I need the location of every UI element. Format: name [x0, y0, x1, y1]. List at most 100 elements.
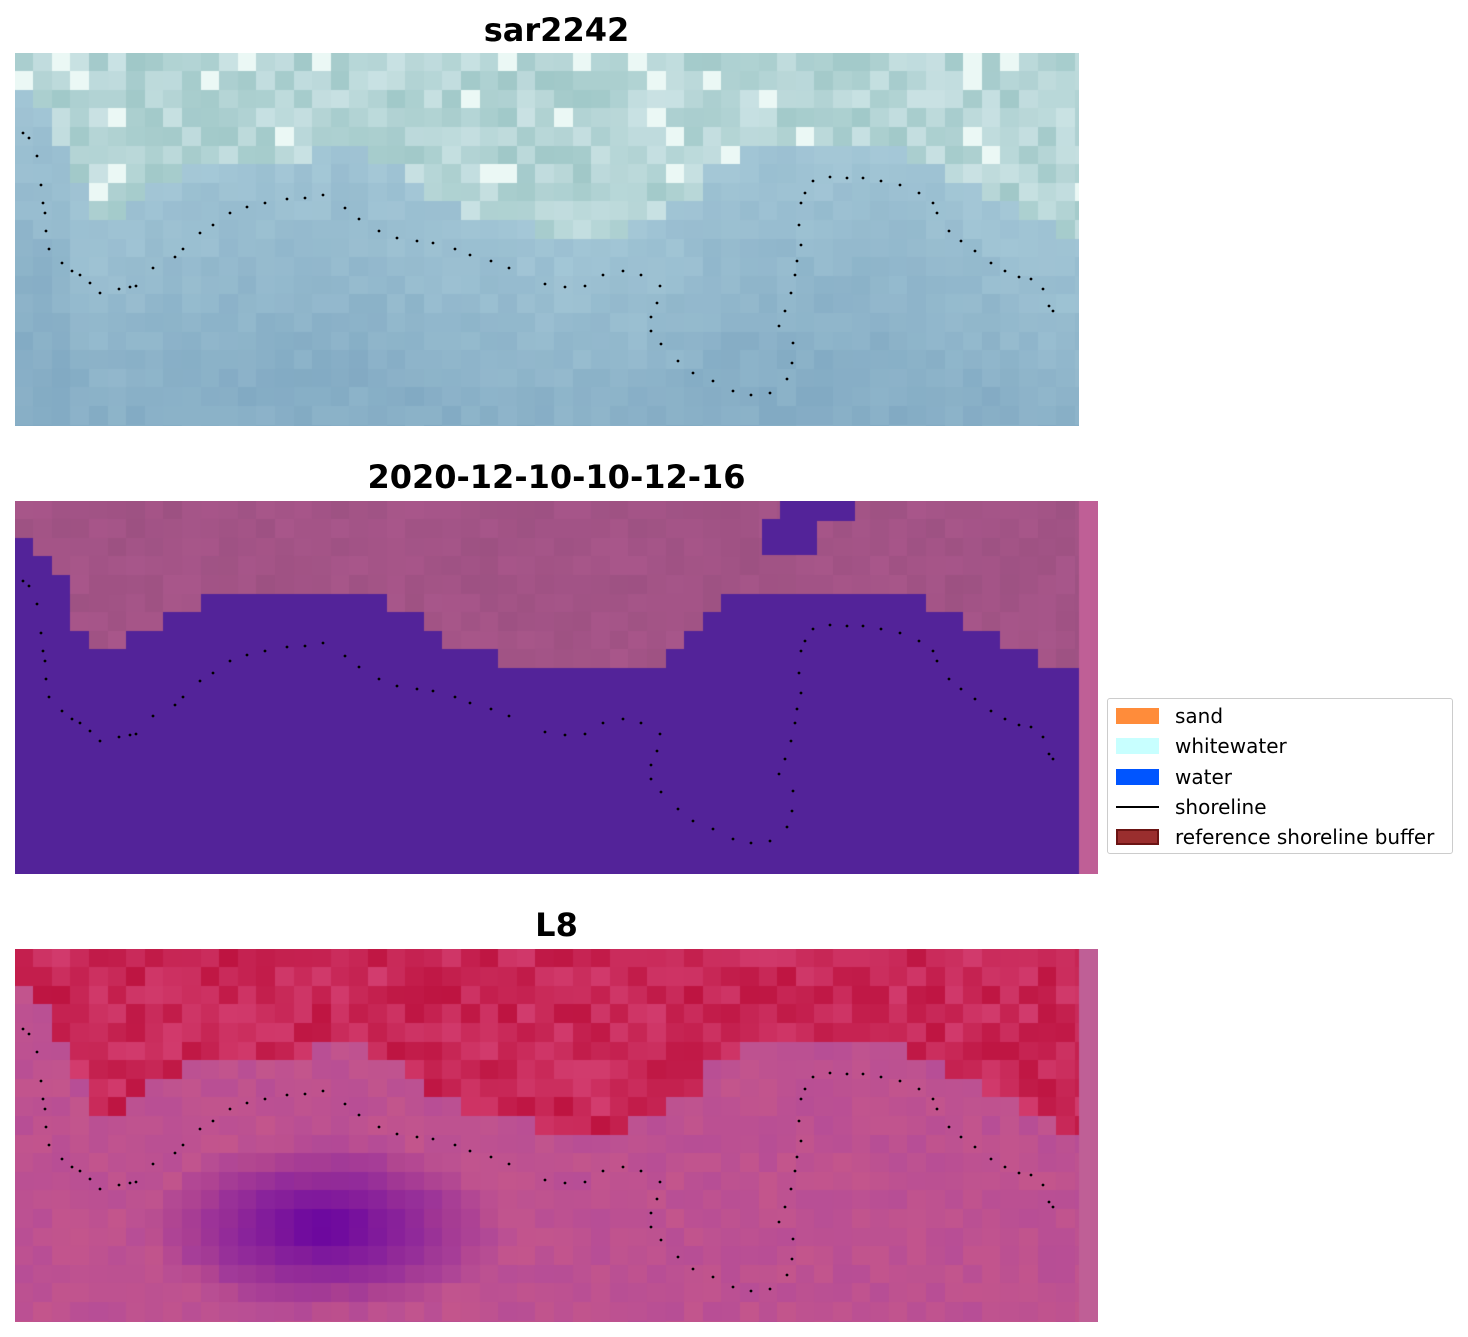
shoreline-point [898, 631, 902, 635]
shoreline-point [21, 579, 25, 583]
shoreline-point [151, 266, 155, 270]
shoreline-point [88, 281, 92, 285]
shoreline-point [415, 239, 419, 243]
legend-item-reference-buffer: reference shoreline buffer [1108, 822, 1452, 852]
shoreline-point [357, 1113, 361, 1117]
shoreline-point [1003, 1165, 1007, 1169]
shoreline-point [989, 261, 993, 265]
panel-title-date: 2020-12-10-10-12-16 [367, 458, 746, 496]
whitewater-swatch [1116, 738, 1159, 754]
shoreline-point [649, 777, 653, 781]
legend-label: whitewater [1175, 734, 1287, 758]
shoreline-point [431, 241, 435, 245]
shoreline-point [1051, 309, 1055, 313]
shoreline-point [285, 645, 289, 649]
shoreline-point [811, 627, 815, 631]
shoreline-point [785, 377, 789, 381]
shoreline-point [117, 1183, 121, 1187]
shoreline-point [98, 291, 102, 295]
shoreline-point [245, 205, 249, 209]
shoreline-point [70, 717, 74, 721]
shoreline-point [731, 389, 735, 393]
shoreline-point [799, 1139, 803, 1143]
shoreline-point [27, 584, 31, 588]
shoreline-point [1003, 269, 1007, 273]
shoreline-point [1017, 1171, 1021, 1175]
shoreline-point [655, 749, 659, 753]
shoreline-point [947, 677, 951, 681]
shoreline-point [659, 1238, 663, 1242]
shoreline-point [583, 1180, 587, 1184]
shoreline-point [799, 201, 803, 205]
shoreline-point [768, 1287, 772, 1291]
shoreline-point [749, 841, 753, 845]
shoreline-point [228, 211, 232, 215]
shoreline-point [583, 284, 587, 288]
shoreline-point [60, 709, 64, 713]
shoreline-point [44, 677, 48, 681]
shoreline-point [959, 687, 963, 691]
shoreline-point [828, 175, 832, 179]
shoreline-point [134, 284, 138, 288]
shoreline-point [211, 671, 215, 675]
shoreline-point [543, 730, 547, 734]
shoreline-point [793, 721, 797, 725]
shoreline-point [711, 1275, 715, 1279]
shoreline-point [797, 671, 801, 675]
shoreline-point [783, 1205, 787, 1209]
shoreline-point [181, 695, 185, 699]
shoreline-point [468, 1149, 472, 1153]
shoreline-point [791, 1237, 795, 1241]
shoreline-point [655, 301, 659, 305]
shoreline-point [415, 1135, 419, 1139]
shoreline-point [134, 732, 138, 736]
shoreline-point [1047, 1200, 1051, 1204]
shoreline-point [795, 1155, 799, 1159]
shoreline-point [507, 1162, 511, 1166]
shoreline-point [947, 1125, 951, 1129]
shoreline-point [43, 211, 47, 215]
shoreline-point [676, 807, 680, 811]
shoreline-point [35, 602, 39, 606]
shoreline-point [811, 179, 815, 183]
shoreline-point [415, 687, 419, 691]
shoreline-point [799, 691, 803, 695]
shoreline-point [173, 255, 177, 259]
shoreline-point [1029, 725, 1033, 729]
shoreline-point [321, 641, 325, 645]
shoreline-point [1017, 275, 1021, 279]
shoreline-point [263, 649, 267, 653]
shoreline-point [935, 211, 939, 215]
shoreline-point [134, 1180, 138, 1184]
shoreline-point [27, 136, 31, 140]
shoreline-point [1041, 735, 1045, 739]
shoreline-point [70, 1165, 74, 1169]
legend-label: sand [1175, 704, 1224, 728]
legend-label: reference shoreline buffer [1175, 825, 1435, 849]
shoreline-point [639, 273, 643, 277]
shoreline-point [468, 253, 472, 257]
shoreline-point [198, 231, 202, 235]
shoreline-point [78, 1169, 82, 1173]
shoreline-point [211, 1119, 215, 1123]
shoreline-point [377, 229, 381, 233]
shoreline-point [47, 247, 51, 251]
shoreline-point [303, 644, 307, 648]
shoreline-point [1041, 287, 1045, 291]
shoreline-point [39, 183, 43, 187]
shoreline-point [321, 193, 325, 197]
shoreline-point [151, 1162, 155, 1166]
shoreline-point [795, 707, 799, 711]
shoreline-point [959, 1135, 963, 1139]
shoreline-point [785, 825, 789, 829]
shoreline-point [468, 701, 472, 705]
shoreline-point [1047, 752, 1051, 756]
shoreline-point [1029, 277, 1033, 281]
shoreline-point [453, 695, 457, 699]
shoreline-point [659, 790, 663, 794]
shoreline-point [151, 714, 155, 718]
shoreline-point [791, 341, 795, 345]
water-swatch [1116, 769, 1159, 785]
shoreline-point [117, 735, 121, 739]
shoreline-point [395, 1132, 399, 1136]
